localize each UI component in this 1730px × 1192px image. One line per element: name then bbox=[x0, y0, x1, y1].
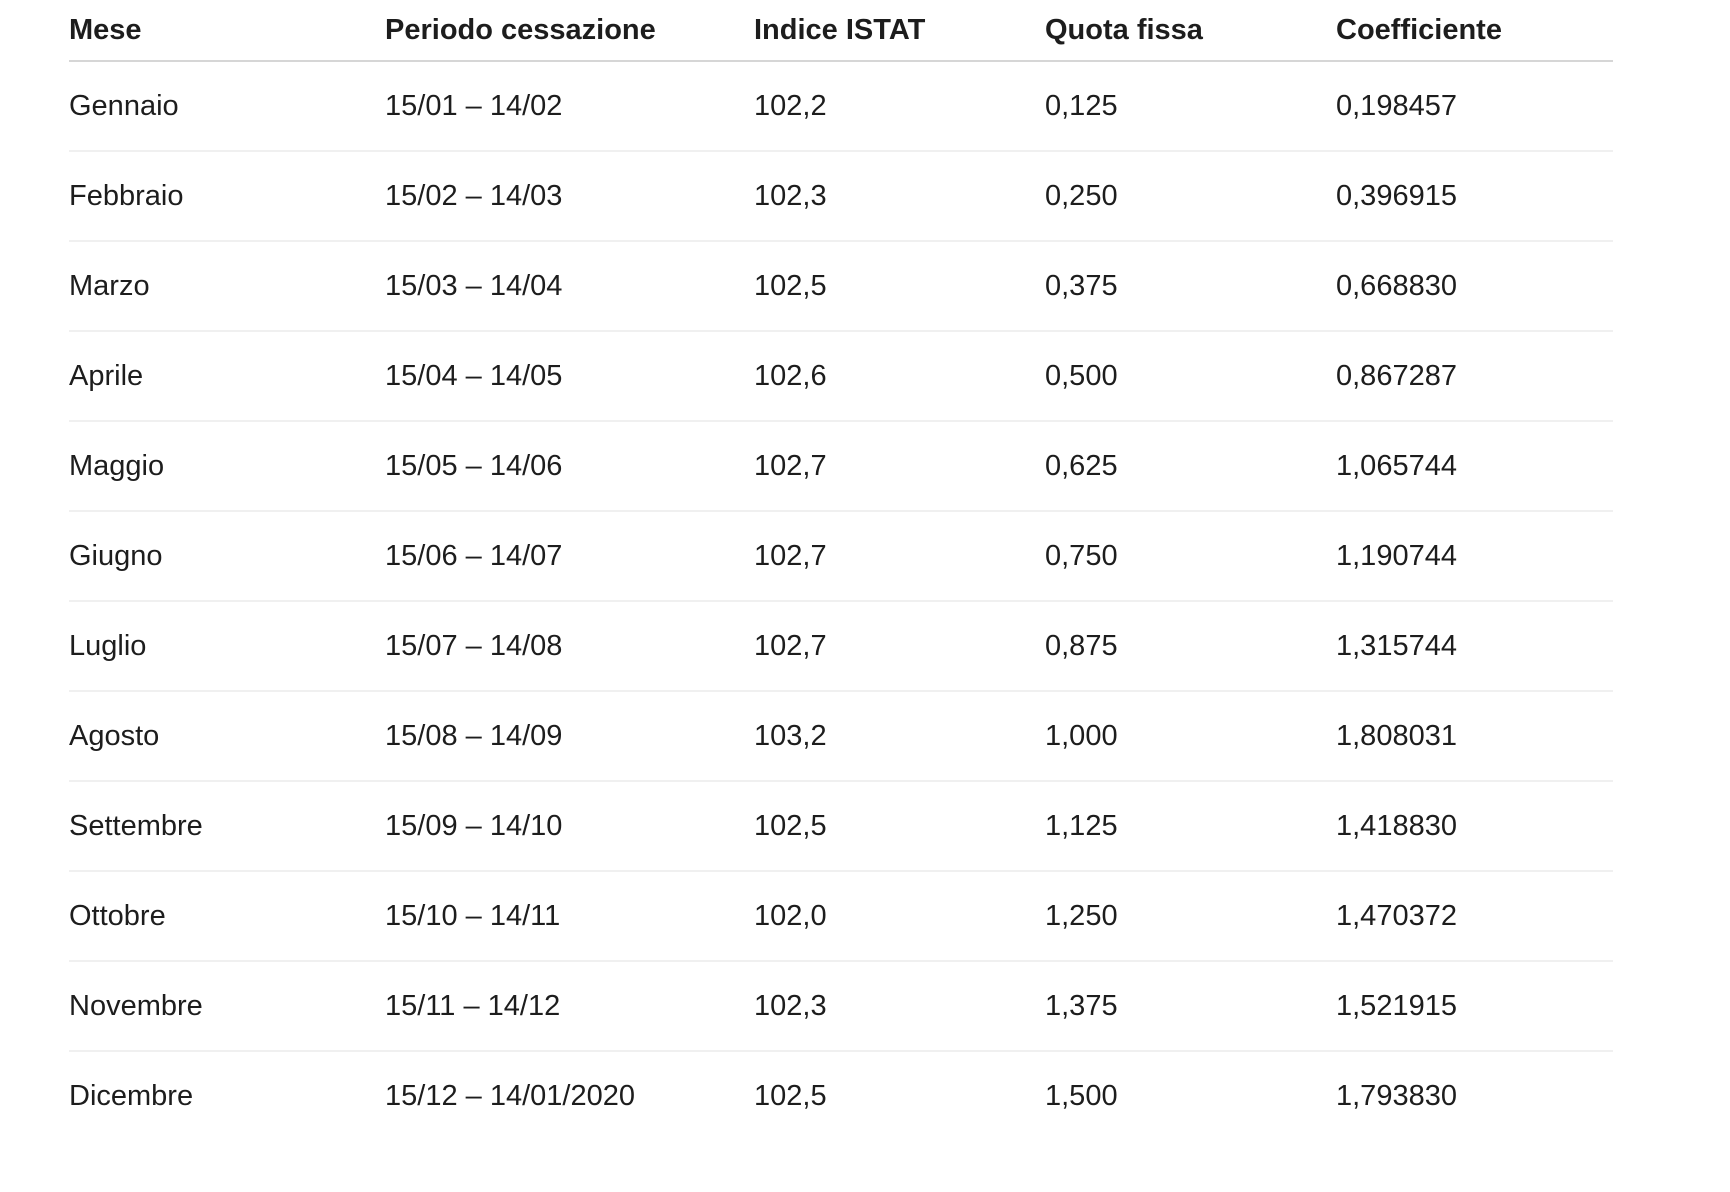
cell-coefficiente: 0,198457 bbox=[1336, 61, 1613, 152]
cell-quota-fissa: 1,250 bbox=[1045, 871, 1336, 962]
cell-periodo-cessazione: 15/06 – 14/07 bbox=[385, 511, 754, 602]
coefficients-table: Mese Periodo cessazione Indice ISTAT Quo… bbox=[69, 0, 1613, 1140]
cell-indice-istat: 102,7 bbox=[754, 601, 1045, 692]
cell-periodo-cessazione: 15/03 – 14/04 bbox=[385, 241, 754, 332]
cell-quota-fissa: 1,000 bbox=[1045, 691, 1336, 782]
istat-coefficients-table: Mese Periodo cessazione Indice ISTAT Quo… bbox=[69, 0, 1613, 1140]
cell-coefficiente: 1,470372 bbox=[1336, 871, 1613, 962]
cell-coefficiente: 1,808031 bbox=[1336, 691, 1613, 782]
cell-periodo-cessazione: 15/09 – 14/10 bbox=[385, 781, 754, 872]
table-row: Marzo 15/03 – 14/04 102,5 0,375 0,668830 bbox=[69, 241, 1613, 332]
cell-indice-istat: 102,5 bbox=[754, 1079, 827, 1112]
cell-quota-fissa: 0,250 bbox=[1045, 151, 1336, 242]
table-body: Gennaio 15/01 – 14/02 102,2 0,125 0,198457 Fe… bbox=[69, 61, 1613, 1140]
cell-periodo-cessazione: 15/05 – 14/06 bbox=[385, 421, 754, 512]
cell-quota-fissa: 0,750 bbox=[1045, 511, 1336, 602]
cell-mese: Novembre bbox=[69, 961, 385, 1052]
cell-quota-fissa: 1,500 bbox=[1045, 1079, 1118, 1112]
table-row: Agosto 15/08 – 14/09 103,2 1,000 1,808031 bbox=[69, 691, 1613, 782]
cell-periodo-cessazione: 15/01 – 14/02 bbox=[385, 61, 754, 152]
cell-periodo-cessazione: 15/11 – 14/12 bbox=[385, 961, 754, 1052]
column-header-mese: Mese bbox=[69, 0, 385, 62]
table-row: Luglio 15/07 – 14/08 102,7 0,875 1,315744 bbox=[69, 601, 1613, 692]
cell-quota-fissa: 1,375 bbox=[1045, 961, 1336, 1052]
column-header-indice-istat: Indice ISTAT bbox=[754, 0, 1045, 62]
cell-coefficiente: 0,668830 bbox=[1336, 241, 1613, 332]
table-row: Maggio 15/05 – 14/06 102,7 0,625 1,065744 bbox=[69, 421, 1613, 512]
cell-indice-istat: 102,5 bbox=[754, 241, 1045, 332]
column-header-periodo-cessazione: Periodo cessazione bbox=[385, 0, 754, 62]
cell-periodo-cessazione: 15/04 – 14/05 bbox=[385, 331, 754, 422]
cell-quota-fissa: 0,625 bbox=[1045, 421, 1336, 512]
cell-indice-istat: 102,3 bbox=[754, 151, 1045, 242]
cell-mese: Agosto bbox=[69, 691, 385, 782]
table-row: Settembre 15/09 – 14/10 102,5 1,125 1,418830 bbox=[69, 781, 1613, 872]
cell-quota-fissa: 0,875 bbox=[1045, 601, 1336, 692]
table-header-row: Mese Periodo cessazione Indice ISTAT Quo… bbox=[69, 0, 1613, 62]
cell-periodo-cessazione: 15/07 – 14/08 bbox=[385, 601, 754, 692]
cell-indice-istat: 102,6 bbox=[754, 331, 1045, 422]
cell-indice-istat: 102,5 bbox=[754, 781, 1045, 872]
cell-indice-istat: 102,3 bbox=[754, 961, 1045, 1052]
cell-quota-fissa: 0,125 bbox=[1045, 61, 1336, 152]
cell-coefficiente: 1,190744 bbox=[1336, 511, 1613, 602]
cell-mese: Giugno bbox=[69, 511, 385, 602]
cell-mese: Aprile bbox=[69, 331, 385, 422]
table-row: Febbraio 15/02 – 14/03 102,3 0,250 0,396915 bbox=[69, 151, 1613, 242]
cell-mese: Gennaio bbox=[69, 61, 385, 152]
cell-periodo-cessazione: 15/10 – 14/11 bbox=[385, 871, 754, 962]
cell-periodo-cessazione: 15/08 – 14/09 bbox=[385, 691, 754, 782]
cell-indice-istat: 103,2 bbox=[754, 691, 1045, 782]
column-header-coefficiente: Coefficiente bbox=[1336, 0, 1613, 62]
table-row: Dicembre 15/12 – 14/01/2020 102,5 1,500 1,79… bbox=[69, 1051, 1613, 1140]
cell-mese: Dicembre bbox=[69, 1079, 194, 1112]
cell-periodo-cessazione: 15/02 – 14/03 bbox=[385, 151, 754, 242]
cell-indice-istat: 102,2 bbox=[754, 61, 1045, 152]
cell-quota-fissa: 0,375 bbox=[1045, 241, 1336, 332]
cell-coefficiente: 1,793830 bbox=[1336, 1079, 1457, 1112]
cell-mese: Settembre bbox=[69, 781, 385, 872]
cell-periodo-cessazione: 15/12 – 14/01/2020 bbox=[385, 1079, 635, 1112]
table-row: Giugno 15/06 – 14/07 102,7 0,750 1,190744 bbox=[69, 511, 1613, 602]
cell-quota-fissa: 1,125 bbox=[1045, 781, 1336, 872]
table-row: Aprile 15/04 – 14/05 102,6 0,500 0,867287 bbox=[69, 331, 1613, 422]
cell-indice-istat: 102,7 bbox=[754, 421, 1045, 512]
cell-quota-fissa: 0,500 bbox=[1045, 331, 1336, 422]
column-header-quota-fissa: Quota fissa bbox=[1045, 0, 1336, 62]
cell-indice-istat: 102,0 bbox=[754, 871, 1045, 962]
table-row: Gennaio 15/01 – 14/02 102,2 0,125 0,198457 bbox=[69, 61, 1613, 152]
cell-mese: Ottobre bbox=[69, 871, 385, 962]
cell-coefficiente: 0,867287 bbox=[1336, 331, 1613, 422]
cell-mese: Febbraio bbox=[69, 151, 385, 242]
cell-mese: Maggio bbox=[69, 421, 385, 512]
cell-coefficiente: 1,065744 bbox=[1336, 421, 1613, 512]
table-row: Novembre 15/11 – 14/12 102,3 1,375 1,521915 bbox=[69, 961, 1613, 1052]
cell-mese: Luglio bbox=[69, 601, 385, 692]
cell-mese: Marzo bbox=[69, 241, 385, 332]
cell-indice-istat: 102,7 bbox=[754, 511, 1045, 602]
table-row: Ottobre 15/10 – 14/11 102,0 1,250 1,470372 bbox=[69, 871, 1613, 962]
cell-coefficiente: 1,418830 bbox=[1336, 781, 1613, 872]
cell-coefficiente: 1,521915 bbox=[1336, 961, 1613, 1052]
cell-coefficiente: 0,396915 bbox=[1336, 151, 1613, 242]
cell-coefficiente: 1,315744 bbox=[1336, 601, 1613, 692]
